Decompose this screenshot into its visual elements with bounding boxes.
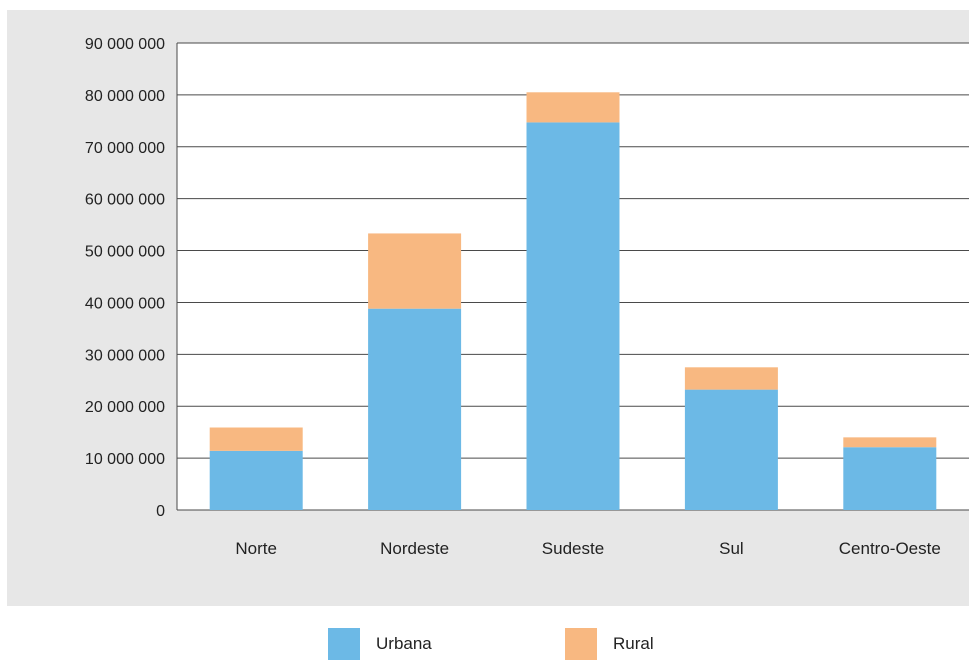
- chart-panel: 0 10 000 000 20 000 000 30 000 000 40 000 00…: [7, 10, 969, 606]
- bar-urbana-centro-oeste: [843, 447, 937, 510]
- bar-rural-sudeste: [526, 92, 620, 123]
- bar-urbana-nordeste: [368, 308, 462, 510]
- bar-urbana-sudeste: [526, 122, 620, 510]
- bar-chart: 0 10 000 000 20 000 000 30 000 000 40 000 00…: [85, 36, 969, 558]
- x-tick-label: Sul: [719, 539, 744, 558]
- y-tick-label: 80 000 000: [85, 88, 165, 105]
- y-tick-label: 30 000 000: [85, 347, 165, 364]
- y-tick-label: 20 000 000: [85, 399, 165, 416]
- bar-urbana-sul: [684, 389, 778, 510]
- y-tick-label: 90 000 000: [85, 36, 165, 53]
- legend-label-rural: Rural: [613, 634, 654, 653]
- x-tick-label: Norte: [235, 539, 277, 558]
- bar-rural-sul: [684, 367, 778, 390]
- legend-swatch-urbana: [328, 628, 360, 660]
- bar-rural-nordeste: [368, 233, 462, 309]
- legend-label-urbana: Urbana: [376, 634, 432, 653]
- y-tick-label: 10 000 000: [85, 451, 165, 468]
- y-tick-label: 50 000 000: [85, 244, 165, 261]
- x-tick-label: Centro-Oeste: [839, 539, 941, 558]
- x-tick-label: Nordeste: [380, 539, 449, 558]
- legend: Urbana Rural: [0, 606, 971, 664]
- bars: [209, 92, 937, 510]
- legend-swatch-rural: [565, 628, 597, 660]
- legend-item-urbana: Urbana: [328, 628, 432, 660]
- legend-item-rural: Rural: [565, 628, 654, 660]
- x-tick-label: Sudeste: [542, 539, 604, 558]
- x-axis: Norte Nordeste Sudeste Sul Centro-Oeste: [235, 539, 940, 558]
- y-tick-label: 0: [156, 503, 165, 520]
- y-tick-label: 40 000 000: [85, 295, 165, 312]
- y-axis: 0 10 000 000 20 000 000 30 000 000 40 000 00…: [85, 36, 178, 520]
- bar-rural-norte: [209, 427, 303, 451]
- y-tick-label: 70 000 000: [85, 140, 165, 157]
- y-tick-label: 60 000 000: [85, 192, 165, 209]
- bar-urbana-norte: [209, 450, 303, 510]
- bar-rural-centro-oeste: [843, 437, 937, 448]
